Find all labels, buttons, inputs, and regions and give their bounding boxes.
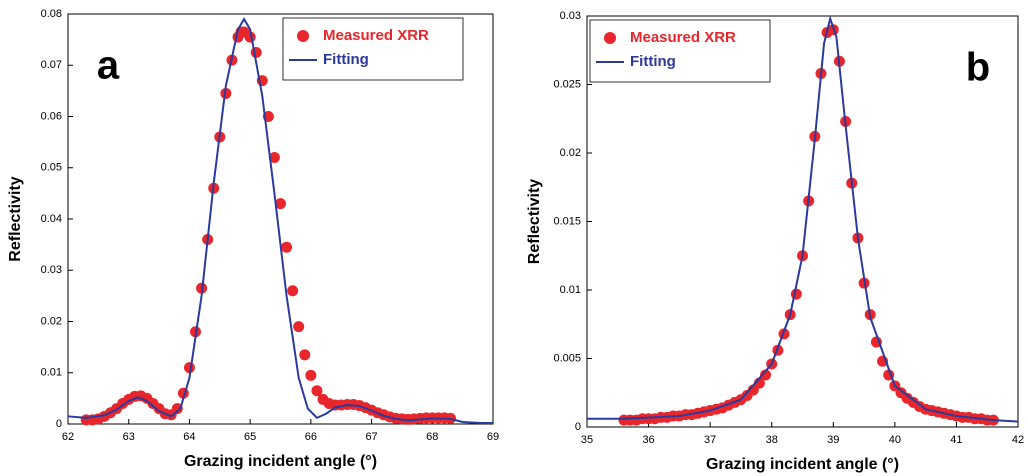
x-tick-label: 63 <box>123 431 135 443</box>
x-tick-label: 68 <box>426 431 438 443</box>
x-axis-label: Grazing incident angle (°) <box>706 456 899 473</box>
legend-marker <box>604 32 616 44</box>
legend-box <box>589 19 771 83</box>
data-point <box>293 321 305 333</box>
x-tick-label: 66 <box>305 431 317 443</box>
x-tick-label: 67 <box>365 431 377 443</box>
y-tick-label: 0.025 <box>553 78 581 90</box>
x-tick-label: 40 <box>889 434 901 446</box>
x-tick-label: 62 <box>62 431 74 443</box>
y-tick-label: 0.08 <box>41 8 62 20</box>
y-axis-label: Reflectivity <box>7 176 24 261</box>
y-tick-label: 0.05 <box>41 162 62 174</box>
legend-label: Measured XRR <box>630 29 736 46</box>
y-tick-label: 0.015 <box>553 215 581 227</box>
x-tick-label: 41 <box>950 434 962 446</box>
legend-box <box>282 17 464 81</box>
legend-label: Fitting <box>323 51 369 68</box>
fit-line <box>67 17 493 424</box>
y-tick-label: 0.03 <box>560 10 581 22</box>
legend-marker <box>297 30 309 42</box>
data-point <box>281 241 293 253</box>
panel-label: a <box>97 44 120 88</box>
legend-label: Measured XRR <box>323 27 429 44</box>
data-point <box>299 349 311 361</box>
x-tick-label: 38 <box>766 434 778 446</box>
data-point <box>275 198 286 210</box>
y-axis-label: Reflectivity <box>526 179 543 264</box>
data-point <box>790 288 802 300</box>
y-tick-label: 0.02 <box>41 315 62 327</box>
y-tick-label: 0.04 <box>41 213 62 225</box>
data-point <box>250 46 262 58</box>
data-point <box>268 152 280 163</box>
x-tick-label: 36 <box>642 434 654 446</box>
x-axis-label: Grazing incident angle (°) <box>184 453 377 470</box>
data-point <box>760 369 772 381</box>
x-tick-label: 39 <box>827 434 839 446</box>
y-tick-label: 0.06 <box>41 110 62 122</box>
fit-line <box>587 15 1019 423</box>
y-tick-label: 0.01 <box>41 367 62 379</box>
x-tick-label: 65 <box>244 431 256 443</box>
y-tick-label: 0 <box>56 418 62 430</box>
x-tick-label: 35 <box>581 434 593 446</box>
chart-panel: 35 36 37 38 39 40 41 42 0 0.005 0.01 0.015 0.02 0.025… <box>526 10 1024 473</box>
data-point <box>171 403 183 415</box>
y-tick-label: 0.02 <box>560 147 581 159</box>
data-point <box>311 385 323 397</box>
chart-panel: 62 63 64 65 66 67 68 69 0 0.01 0.02 0.03 0.04 0.05 0.0… <box>7 8 499 470</box>
y-tick-label: 0.03 <box>41 264 62 276</box>
data-point <box>287 285 299 297</box>
y-tick-label: 0.01 <box>560 284 581 296</box>
legend-label: Fitting <box>630 53 676 70</box>
y-tick-label: 0.07 <box>41 59 62 71</box>
x-tick-label: 64 <box>183 431 195 443</box>
y-tick-label: 0 <box>575 421 581 433</box>
panel-label: b <box>966 46 990 90</box>
x-tick-label: 69 <box>487 431 499 443</box>
x-tick-label: 37 <box>704 434 716 446</box>
y-tick-label: 0.005 <box>553 352 581 364</box>
x-tick-label: 42 <box>1012 434 1024 446</box>
data-point <box>305 369 317 381</box>
